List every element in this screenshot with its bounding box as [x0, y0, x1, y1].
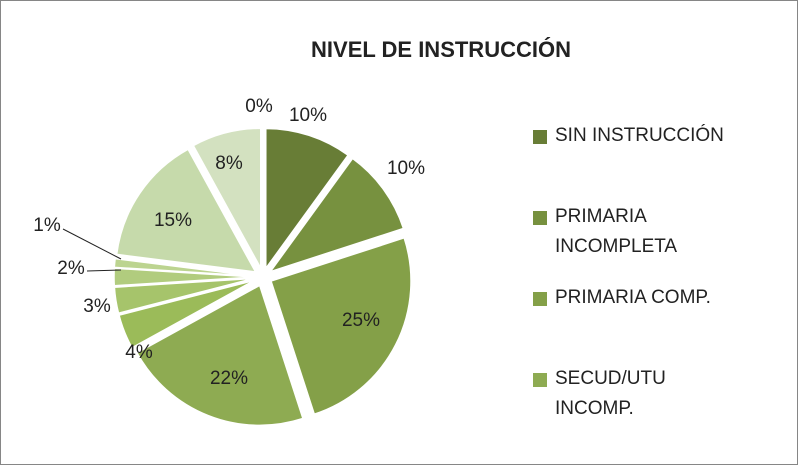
data-label: 3%: [83, 296, 111, 317]
chart-title: NIVEL DE INSTRUCCIÓN: [311, 37, 571, 62]
pie-slice: [270, 236, 412, 416]
pie-slice: [115, 148, 257, 273]
pie-slice: [113, 257, 255, 277]
data-label: 22%: [210, 368, 248, 389]
pie-slice: [268, 157, 405, 274]
leader-line: [62, 228, 122, 260]
legend: SIN INSTRUCCIÓN PRIMARIA INCOMPLETA PRIMAR…: [533, 121, 783, 445]
legend-swatch: [533, 373, 547, 387]
legend-label: PRIMARIA INCOMPLETA: [555, 206, 678, 257]
data-label: 0%: [245, 96, 273, 117]
leader-line: [86, 269, 122, 272]
legend-swatch: [533, 292, 547, 306]
data-label: 10%: [289, 105, 327, 126]
legend-label: PRIMARIA COMP.: [555, 287, 711, 308]
pie-slice: [135, 284, 304, 427]
data-label: 25%: [342, 310, 380, 331]
data-label: 8%: [215, 153, 243, 174]
legend-item: PRIMARIA COMP.: [533, 283, 783, 364]
legend-item: SECUD/UTU INCOMP.: [533, 364, 783, 445]
data-label: 4%: [125, 342, 153, 363]
legend-label: SIN INSTRUCCIÓN: [555, 125, 724, 146]
pie-slice: [192, 127, 262, 269]
legend-swatch: [533, 130, 547, 144]
legend-swatch: [533, 211, 547, 225]
data-label: 10%: [387, 158, 425, 179]
pie-slice: [265, 127, 350, 271]
pie-slice: [113, 277, 255, 315]
data-label: 2%: [57, 258, 85, 279]
data-label: 15%: [154, 210, 192, 231]
legend-label: SECUD/UTU INCOMP.: [555, 368, 666, 419]
pie-slice: [113, 267, 255, 287]
data-label: 1%: [33, 215, 61, 236]
legend-item: SIN INSTRUCCIÓN: [533, 121, 783, 202]
pie-slice: [118, 279, 255, 349]
legend-item: PRIMARIA INCOMPLETA: [533, 202, 783, 283]
